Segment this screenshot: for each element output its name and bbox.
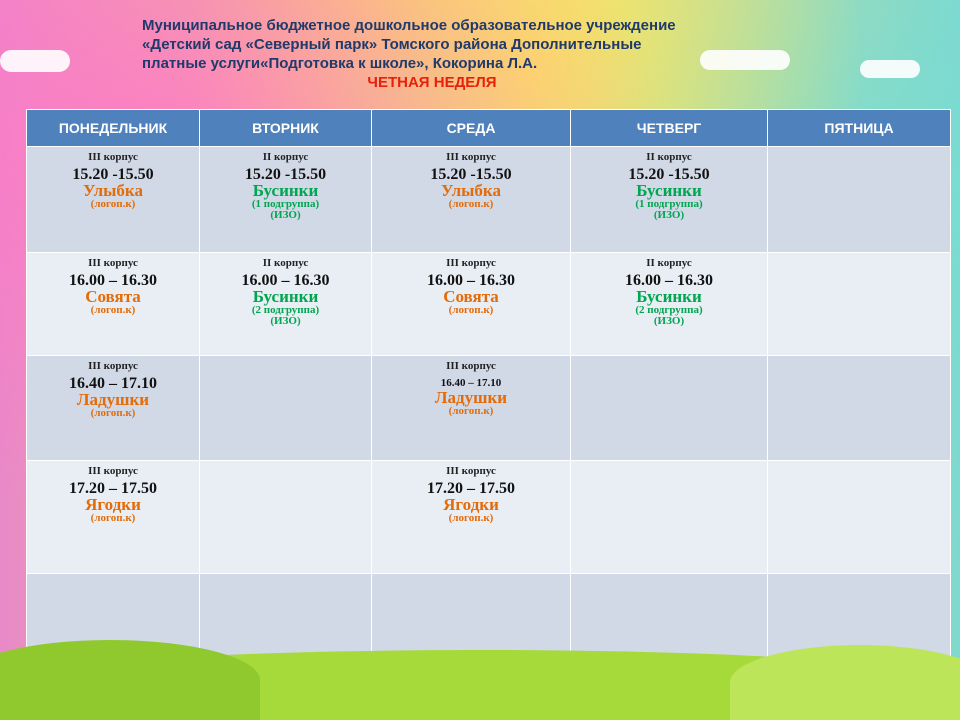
building-label: III корпус [446,465,496,477]
session-note: (логоп.к) [90,407,136,419]
building-label: III корпус [88,360,138,372]
title-line-1: Муниципальное бюджетное дошкольное образ… [142,17,676,34]
session-time: 15.20 -15.50 [244,166,327,183]
schedule-row: III корпус 16.40 – 17.10 Ладушки (логоп.… [26,355,951,461]
session-time: 17.20 – 17.50 [69,480,157,497]
building-label: III корпус [446,360,496,372]
building-label: III корпус [88,257,138,269]
session-time: 15.20 -15.50 [628,166,710,183]
title-line-2: «Детский сад «Северный парк» Томского ра… [142,36,642,53]
day-header-row: ПОНЕДЕЛЬНИК ВТОРНИК СРЕДА ЧЕТВЕРГ ПЯТНИЦ… [26,109,951,147]
session-note: (логоп.к) [448,512,494,524]
session-cell: II корпус 15.20 -15.50 Бусинки (1 подгру… [199,146,372,253]
day-header-tuesday: ВТОРНИК [199,109,372,147]
session-cell: III корпус 17.20 – 17.50 Ягодки (логоп.к… [371,460,571,574]
cloud-decoration [860,60,920,78]
empty-cell [767,146,951,253]
group-name: Ладушки [434,388,508,407]
session-note: (логоп.к) [90,304,136,316]
schedule-row: III корпус 15.20 -15.50 Улыбка (логоп.к)… [26,146,951,253]
session-cell: III корпус 16.00 – 16.30 Совята (логоп.к… [26,252,200,356]
session-cell: III корпус 16.40 – 17.10 Ладушки (логоп.… [371,355,571,461]
session-note: (логоп.к) [448,198,494,210]
group-name: Бусинки [636,287,702,306]
activity-note: (ИЗО) [653,209,685,221]
empty-cell [199,355,372,461]
session-note: (логоп.к) [90,198,136,210]
grass-hills-decoration [0,640,960,720]
schedule-row: III корпус 17.20 – 17.50 Ягодки (логоп.к… [26,460,951,574]
group-name: Совята [85,287,141,306]
session-cell: III корпус 15.20 -15.50 Улыбка (логоп.к) [371,146,571,253]
group-name: Бусинки [252,287,319,306]
session-note: (логоп.к) [90,512,136,524]
session-cell: II корпус 16.00 – 16.30 Бусинки (2 подгр… [199,252,372,356]
day-header-monday: ПОНЕДЕЛЬНИК [26,109,200,147]
session-time: 16.00 – 16.30 [69,272,157,289]
building-label: II корпус [646,151,692,163]
group-name: Ягодки [85,495,141,514]
group-name: Улыбка [441,181,501,200]
page-header: Муниципальное бюджетное дошкольное образ… [142,16,842,92]
session-time: 17.20 – 17.50 [427,480,515,497]
title-line-3: платные услуги«Подготовка к школе», Коко… [142,55,538,72]
subgroup-note: (2 подгруппа) [251,304,320,316]
building-label: III корпус [446,151,496,163]
group-name: Бусинки [252,181,319,200]
building-label: II корпус [262,151,309,163]
building-label: III корпус [88,151,138,163]
building-label: III корпус [88,465,138,477]
session-cell: II корпус 15.20 -15.50 Бусинки (1 подгру… [570,146,768,253]
empty-cell [767,355,951,461]
activity-note: (ИЗО) [270,209,301,221]
cloud-decoration [0,50,70,72]
session-time: 16.00 – 16.30 [241,272,330,289]
schedule-row: III корпус 16.00 – 16.30 Совята (логоп.к… [26,252,951,356]
session-cell: III корпус 17.20 – 17.50 Ягодки (логоп.к… [26,460,200,574]
building-label: II корпус [262,257,309,269]
session-note: (логоп.к) [448,304,494,316]
session-cell: III корпус 16.00 – 16.30 Совята (логоп.к… [371,252,571,356]
activity-note: (ИЗО) [653,315,685,327]
empty-cell [767,252,951,356]
activity-note: (ИЗО) [270,315,301,327]
session-time: 16.00 – 16.30 [427,272,515,289]
group-name: Совята [443,287,499,306]
building-label: II корпус [646,257,692,269]
building-label: III корпус [446,257,496,269]
week-subtitle: ЧЕТНАЯ НЕДЕЛЯ [367,74,497,91]
subgroup-note: (1 подгруппа) [251,198,320,210]
subgroup-note: (2 подгруппа) [635,304,703,316]
day-header-wednesday: СРЕДА [371,109,571,147]
cloud-decoration [700,50,790,70]
day-header-friday: ПЯТНИЦА [767,109,951,147]
session-time: 16.00 – 16.30 [625,272,713,289]
day-header-thursday: ЧЕТВЕРГ [570,109,768,147]
session-cell: II корпус 16.00 – 16.30 Бусинки (2 подгр… [570,252,768,356]
empty-cell [570,355,768,461]
group-name: Ягодки [443,495,499,514]
group-name: Улыбка [83,181,143,200]
group-name: Ладушки [76,390,150,409]
group-name: Бусинки [636,181,702,200]
session-time: 16.40 – 17.10 [69,375,157,392]
empty-cell [767,460,951,574]
empty-cell [199,460,372,574]
session-time: 15.20 -15.50 [72,166,154,183]
session-time: 16.40 – 17.10 [440,377,502,389]
schedule-table: ПОНЕДЕЛЬНИК ВТОРНИК СРЕДА ЧЕТВЕРГ ПЯТНИЦ… [26,109,951,679]
session-cell: III корпус 16.40 – 17.10 Ладушки (логоп.… [26,355,200,461]
subgroup-note: (1 подгруппа) [635,198,703,210]
session-time: 15.20 -15.50 [430,166,512,183]
empty-cell [570,460,768,574]
session-cell: III корпус 15.20 -15.50 Улыбка (логоп.к) [26,146,200,253]
session-note: (логоп.к) [448,405,494,417]
